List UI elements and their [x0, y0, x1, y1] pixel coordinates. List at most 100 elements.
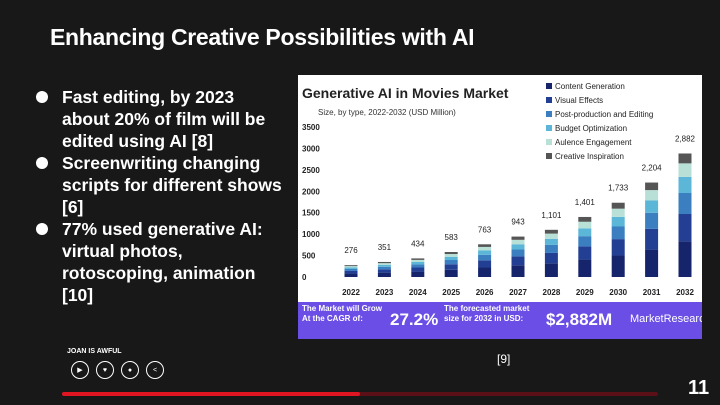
bar-segment — [478, 244, 492, 247]
forecast-value: $2,882M — [546, 310, 613, 329]
brand-label: JOAN IS AWFUL — [67, 348, 122, 355]
data-label: 943 — [511, 218, 525, 227]
bar-segment — [645, 212, 659, 229]
citation: [9] — [497, 352, 511, 366]
bar-segment — [411, 261, 425, 265]
x-tick-label: 2030 — [609, 288, 627, 297]
bar-segment — [678, 163, 692, 177]
bar-segment — [444, 252, 458, 255]
bar-segment — [444, 269, 458, 277]
market-chart: Generative AI in Movies Market Size, by t… — [298, 75, 702, 339]
legend-label: Budget Optimization — [555, 124, 627, 133]
bar-segment — [444, 264, 458, 270]
bar-segment — [678, 214, 692, 242]
bar-segment — [411, 258, 425, 260]
bar-segment — [411, 271, 425, 277]
bar-segment — [611, 255, 625, 277]
bar-segment — [344, 268, 358, 271]
bar-segment — [578, 236, 592, 247]
bar-segment — [544, 244, 558, 253]
data-label: 583 — [445, 233, 459, 242]
bar-segment — [611, 239, 625, 256]
bar-segment — [478, 250, 492, 255]
legend-swatch — [546, 125, 552, 131]
bar-segment — [511, 244, 525, 250]
legend-swatch — [546, 139, 552, 145]
data-label: 1,733 — [608, 184, 629, 193]
bar-segment — [511, 265, 525, 277]
x-tick-label: 2023 — [376, 288, 394, 297]
y-tick-label: 2000 — [302, 187, 320, 196]
data-label: 2,882 — [675, 134, 696, 143]
bullet-item: 77% used generative AI: virtual photos, … — [36, 218, 286, 306]
chart-banner: The Market will Grow At the CAGR of: 27.… — [298, 302, 702, 339]
bar-segment — [611, 226, 625, 240]
bar-segment — [344, 273, 358, 277]
legend-label: Visual Effects — [555, 96, 603, 105]
x-tick-label: 2032 — [676, 288, 694, 297]
bar-segment — [344, 267, 358, 269]
y-tick-label: 2500 — [302, 166, 320, 175]
data-label: 2,204 — [642, 164, 663, 173]
bar-segment — [377, 269, 391, 273]
y-tick-label: 1000 — [302, 230, 320, 239]
x-tick-label: 2031 — [643, 288, 661, 297]
data-label: 434 — [411, 239, 425, 248]
page-number: 11 — [688, 377, 710, 399]
legend-label: Content Generation — [555, 82, 625, 91]
chart-subtitle: Size, by type, 2022-2032 (USD Million) — [318, 108, 456, 117]
bar-segment — [678, 176, 692, 194]
bar-segment — [611, 208, 625, 217]
data-label: 763 — [478, 225, 492, 234]
slide-title: Enhancing Creative Possibilities with AI — [50, 24, 475, 50]
x-tick-label: 2026 — [476, 288, 494, 297]
bar-segment — [645, 200, 659, 213]
bar-segment — [544, 229, 558, 234]
bar-segment — [377, 263, 391, 265]
play-icon[interactable]: ▶ — [71, 361, 89, 379]
share-icon[interactable]: < — [146, 361, 164, 379]
legend-swatch — [546, 83, 552, 89]
x-tick-label: 2027 — [509, 288, 527, 297]
profile-icon[interactable]: ● — [121, 361, 139, 379]
bar-segment — [678, 153, 692, 164]
bar-segment — [645, 249, 659, 277]
bar-segment — [511, 249, 525, 257]
legend-label: Post-production and Editing — [555, 110, 653, 119]
bar-segment — [411, 259, 425, 262]
cagr-value: 27.2% — [390, 310, 439, 329]
bar-segment — [444, 254, 458, 257]
y-tick-label: 1500 — [302, 209, 320, 218]
bullet-item: Screenwriting changing scripts for diffe… — [36, 152, 286, 218]
bar-segment — [645, 182, 659, 191]
bar-segment — [544, 233, 558, 239]
bar-segment — [578, 216, 592, 222]
bar-segment — [444, 260, 458, 265]
bar-segment — [377, 266, 391, 270]
bar-segment — [511, 239, 525, 245]
bullet-item: Fast editing, by 2023 about 20% of film … — [36, 86, 286, 152]
bar-segment — [578, 246, 592, 260]
progress-bar[interactable] — [62, 392, 658, 396]
bar-segment — [411, 264, 425, 268]
bar-segment — [578, 259, 592, 277]
forecast-label: The forecasted market size for 2032 in U… — [444, 304, 530, 323]
bar-segment — [578, 221, 592, 229]
data-label: 351 — [378, 243, 392, 252]
bar-segment — [645, 190, 659, 201]
bar-segment — [344, 266, 358, 268]
legend-swatch — [546, 111, 552, 117]
data-label: 276 — [344, 246, 358, 255]
bar-segment — [578, 228, 592, 237]
data-label: 1,101 — [541, 211, 562, 220]
bar-segment — [678, 193, 692, 215]
chart-title: Generative AI in Movies Market — [302, 85, 509, 101]
bar-segment — [377, 272, 391, 277]
bar-segment — [511, 236, 525, 240]
bar-segment — [478, 260, 492, 268]
bar-segment — [478, 246, 492, 251]
y-tick-label: 0 — [302, 273, 307, 282]
chart-svg: Generative AI in Movies Market Size, by t… — [302, 82, 696, 297]
heart-icon[interactable]: ♥ — [96, 361, 114, 379]
x-tick-label: 2028 — [543, 288, 561, 297]
